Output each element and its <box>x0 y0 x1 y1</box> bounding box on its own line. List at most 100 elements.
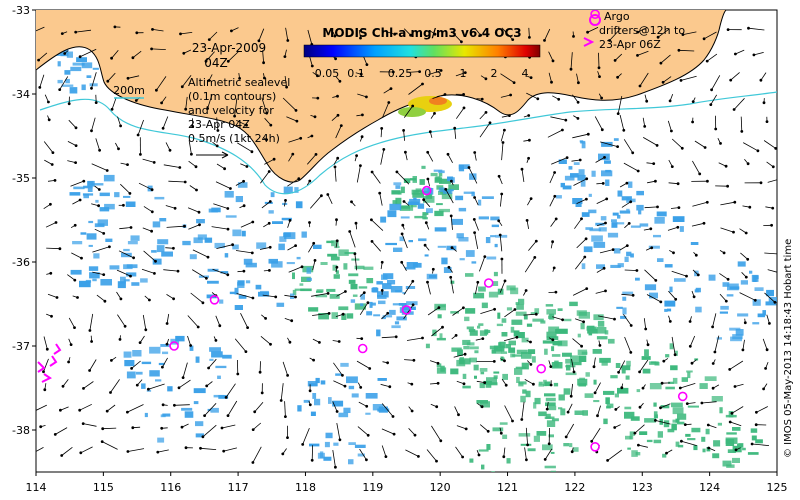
velocity-arrow <box>479 424 489 432</box>
velocity-arrow-head <box>316 74 319 78</box>
velocity-arrow-head <box>231 243 235 247</box>
velocity-arrow <box>567 403 573 413</box>
chl-patch <box>617 190 623 197</box>
chl-patch <box>160 414 166 418</box>
chl-patch <box>497 312 501 319</box>
velocity-arrow-head <box>106 79 110 83</box>
velocity-arrow-head <box>528 36 531 39</box>
velocity-arrow-head <box>654 179 657 183</box>
velocity-arrow-head <box>724 164 728 168</box>
chl-patch <box>93 253 100 259</box>
chl-patch <box>471 191 475 197</box>
chl-patch <box>641 356 651 360</box>
chl-patch <box>232 229 242 237</box>
argo-line-0: Argo <box>604 10 630 23</box>
chl-patch <box>708 274 716 281</box>
velocity-arrow-head <box>707 446 711 450</box>
velocity-arrow <box>39 74 45 88</box>
chl-patch <box>506 285 516 291</box>
velocity-arrow-head <box>197 210 201 214</box>
velocity-arrow-head <box>135 31 139 35</box>
velocity-arrow-head <box>754 423 758 427</box>
velocity-arrow <box>596 222 606 227</box>
velocity-arrow <box>67 274 76 281</box>
chl-patch <box>556 195 562 199</box>
velocity-arrow-head <box>569 394 573 398</box>
velocity-arrow-head <box>726 277 730 281</box>
chl-patch <box>624 411 635 419</box>
chl-patch <box>550 470 556 472</box>
chl-patch <box>400 216 410 219</box>
chl-patch <box>520 395 526 403</box>
chl-patch <box>622 291 634 295</box>
velocity-arrow-head <box>226 59 230 63</box>
velocity-arrow-head <box>529 76 533 79</box>
chl-patch <box>463 191 474 194</box>
velocity-arrow <box>102 427 117 430</box>
velocity-arrow-head <box>370 170 374 174</box>
chl-patch <box>405 267 416 270</box>
chl-patch <box>458 207 467 212</box>
velocity-arrow-head <box>156 450 160 454</box>
chl-patch <box>663 420 670 428</box>
velocity-arrow <box>356 360 370 369</box>
chl-patch <box>332 264 338 271</box>
velocity-arrow <box>638 444 648 448</box>
velocity-arrow <box>43 358 49 372</box>
chl-patch <box>578 311 590 319</box>
chl-patch <box>493 271 498 277</box>
velocity-arrow-head <box>449 214 453 218</box>
velocity-arrow-head <box>600 128 604 132</box>
chl-patch <box>425 343 430 349</box>
velocity-arrow <box>499 280 506 293</box>
velocity-arrow-head <box>755 410 758 414</box>
chl-patch <box>195 433 204 438</box>
chl-patch <box>601 141 613 147</box>
chl-patch <box>488 382 498 386</box>
velocity-arrow-head <box>551 338 555 342</box>
velocity-arrow-head <box>242 269 246 273</box>
chl-patch <box>175 335 185 342</box>
velocity-arrow-head <box>353 252 357 256</box>
velocity-arrow-head <box>566 410 570 414</box>
velocity-arrow-head <box>51 151 55 155</box>
velocity-arrow-head <box>726 184 729 188</box>
velocity-arrow-head <box>728 420 732 424</box>
chl-patch <box>716 337 722 340</box>
velocity-arrow <box>524 447 527 460</box>
velocity-arrow-head <box>497 219 501 223</box>
chl-patch <box>462 385 471 389</box>
velocity-arrow-head <box>110 359 113 362</box>
velocity-arrow-head <box>308 389 312 393</box>
chl-patch <box>140 278 148 283</box>
chl-patch <box>456 233 464 239</box>
velocity-arrow-head <box>283 55 287 58</box>
velocity-arrow <box>192 249 209 258</box>
velocity-arrow-head <box>714 127 718 131</box>
chl-patch <box>159 218 167 222</box>
velocity-arrow <box>703 31 717 40</box>
velocity-arrow <box>748 27 765 31</box>
velocity-arrow-head <box>58 247 62 251</box>
velocity-arrow-head <box>47 100 50 104</box>
chl-patch <box>596 327 607 334</box>
velocity-arrow <box>127 404 144 413</box>
colorbar-tick-label: 1 <box>460 67 467 80</box>
velocity-arrow <box>760 72 767 81</box>
chl-patch <box>422 214 427 220</box>
chl-patch <box>117 281 126 289</box>
chl-patch <box>72 62 85 66</box>
chl-patch <box>605 397 610 404</box>
velocity-arrow-head <box>130 367 134 370</box>
velocity-arrow-head <box>316 96 320 100</box>
chl-patch <box>344 252 356 255</box>
velocity-arrow-head <box>473 231 476 235</box>
velocity-arrow <box>236 293 254 299</box>
velocity-arrow <box>308 243 315 253</box>
velocity-arrow <box>712 313 717 327</box>
chl-patch <box>155 379 162 382</box>
velocity-arrow-head <box>184 107 188 111</box>
velocity-arrow-head <box>135 383 139 387</box>
velocity-arrow-head <box>645 99 649 103</box>
velocity-arrow <box>548 51 554 62</box>
